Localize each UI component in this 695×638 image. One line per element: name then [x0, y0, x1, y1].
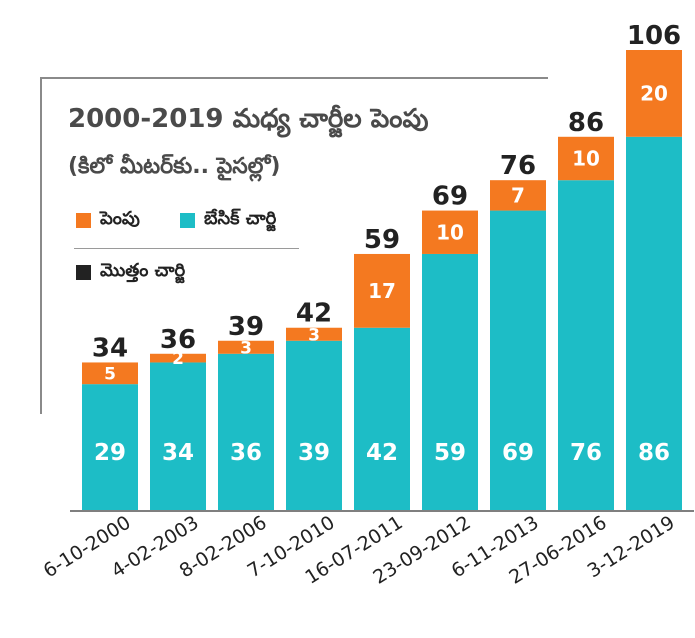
label-increase: 10: [436, 220, 464, 244]
bar-increase: [150, 353, 206, 363]
label-total: 36: [160, 325, 196, 355]
legend-item-total: మొత్తం చార్జి: [76, 260, 185, 285]
label-basic: 34: [162, 440, 194, 466]
bar-increase: [626, 50, 682, 137]
label-total: 42: [296, 299, 332, 329]
label-basic: 42: [366, 440, 398, 466]
legend-label-increase: పెంపు: [100, 208, 140, 229]
chart-subtitle: (కిలో మీటర్‌కు.. పైసల్లో): [68, 154, 281, 179]
label-total: 34: [92, 333, 128, 363]
chart-frame: [40, 77, 548, 414]
label-total: 69: [432, 182, 468, 212]
label-total: 86: [568, 108, 604, 138]
legend-divider: [74, 248, 299, 249]
label-total: 59: [364, 225, 400, 255]
bar-increase: [490, 180, 546, 211]
bar-basic: [354, 327, 410, 510]
label-basic: 39: [298, 440, 330, 466]
legend-swatch-basic: [180, 213, 195, 228]
bar-basic: [218, 353, 274, 510]
label-increase: 3: [240, 338, 252, 358]
bar-increase: [354, 253, 410, 328]
label-increase: 20: [640, 82, 668, 106]
bar-increase: [558, 136, 614, 181]
label-basic: 36: [230, 440, 262, 466]
chart-title: 2000-2019 మధ్య చార్జీల పెంపు: [68, 104, 429, 134]
label-increase: 7: [511, 184, 525, 208]
label-basic: 76: [570, 440, 602, 466]
legend-item-increase: పెంపు: [76, 208, 140, 233]
bar-basic: [150, 362, 206, 510]
label-increase: 10: [572, 147, 600, 171]
label-basic: 69: [502, 440, 534, 466]
label-basic: 59: [434, 440, 466, 466]
legend-swatch-total: [76, 265, 91, 280]
legend-label-total: మొత్తం చార్జి: [100, 260, 186, 281]
legend-item-basic: బేసిక్ చార్జి: [180, 208, 276, 233]
bar-increase: [422, 210, 478, 254]
bar-basic: [558, 180, 614, 511]
bar-basic: [286, 340, 342, 510]
label-basic: 29: [94, 440, 126, 466]
label-total: 39: [228, 312, 264, 342]
bar-increase: [218, 340, 274, 354]
label-total: 106: [627, 21, 681, 51]
bar-basic: [82, 384, 138, 510]
label-total: 76: [500, 151, 536, 181]
label-basic: 86: [638, 440, 670, 466]
label-increase: 17: [368, 279, 396, 303]
legend-swatch-increase: [76, 213, 91, 228]
label-increase: 5: [104, 364, 116, 384]
label-increase: 3: [308, 325, 320, 345]
bar-increase: [286, 327, 342, 341]
bar-basic: [490, 210, 546, 510]
label-increase: 2: [172, 349, 184, 369]
bar-increase: [82, 362, 138, 385]
legend-label-basic: బేసిక్ చార్జి: [204, 208, 277, 229]
bar-basic: [422, 253, 478, 510]
bar-basic: [626, 136, 682, 510]
